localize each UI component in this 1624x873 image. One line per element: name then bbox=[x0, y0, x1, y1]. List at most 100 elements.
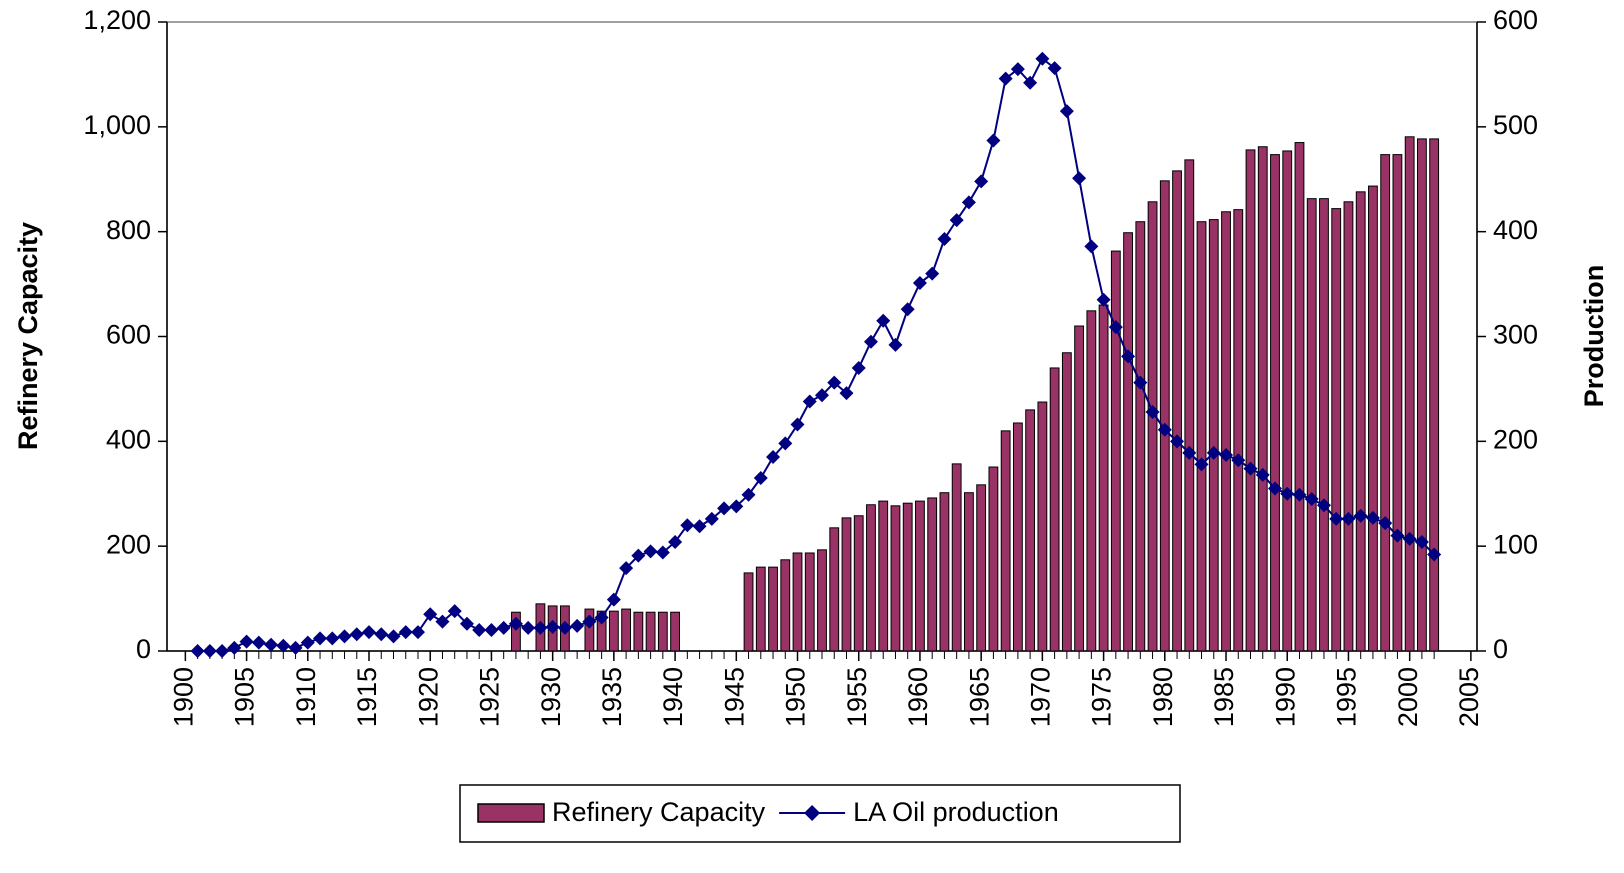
marker bbox=[1390, 528, 1405, 543]
marker bbox=[606, 592, 621, 607]
marker bbox=[398, 625, 413, 640]
marker bbox=[1047, 61, 1062, 76]
bar bbox=[1343, 201, 1354, 652]
marker bbox=[1304, 491, 1319, 506]
bar bbox=[1429, 138, 1440, 652]
marker bbox=[447, 604, 462, 619]
legend-label: LA Oil production bbox=[853, 797, 1059, 827]
marker bbox=[1243, 461, 1258, 476]
marker bbox=[827, 375, 842, 390]
marker bbox=[668, 534, 683, 549]
marker bbox=[1157, 422, 1172, 437]
marker bbox=[1414, 534, 1429, 549]
y2-axis-title: Production bbox=[1579, 265, 1609, 408]
bar bbox=[878, 500, 889, 652]
marker bbox=[961, 195, 976, 210]
y-tick-label: 400 bbox=[106, 424, 151, 454]
bar bbox=[1380, 154, 1391, 652]
marker bbox=[1072, 171, 1087, 186]
marker bbox=[594, 610, 609, 625]
marker bbox=[1170, 434, 1185, 449]
marker bbox=[851, 360, 866, 375]
marker bbox=[1378, 516, 1393, 531]
bar bbox=[1135, 221, 1146, 652]
marker bbox=[1084, 239, 1099, 254]
marker bbox=[1427, 547, 1442, 562]
marker bbox=[264, 637, 279, 652]
marker bbox=[276, 638, 291, 653]
marker bbox=[729, 499, 744, 514]
bar bbox=[1245, 149, 1256, 652]
y-tick-label: 1,000 bbox=[83, 110, 151, 140]
bar bbox=[1147, 201, 1158, 652]
marker bbox=[631, 548, 646, 563]
marker bbox=[986, 133, 1001, 148]
marker bbox=[717, 501, 732, 516]
marker bbox=[790, 417, 805, 432]
marker bbox=[521, 620, 536, 635]
marker bbox=[925, 266, 940, 281]
marker bbox=[582, 614, 597, 629]
x-tick-label: 1945 bbox=[719, 667, 749, 727]
marker bbox=[1402, 531, 1417, 546]
bar bbox=[1404, 136, 1415, 652]
marker bbox=[215, 644, 230, 658]
marker bbox=[888, 337, 903, 352]
marker bbox=[288, 640, 303, 655]
bar bbox=[951, 463, 962, 652]
y2-tick-label: 100 bbox=[1493, 529, 1538, 559]
marker bbox=[655, 545, 670, 560]
marker bbox=[362, 625, 377, 640]
x-tick-label: 2000 bbox=[1393, 667, 1423, 727]
marker bbox=[349, 627, 364, 642]
marker bbox=[459, 616, 474, 631]
bar bbox=[1196, 221, 1207, 652]
bar bbox=[1074, 325, 1085, 652]
marker bbox=[300, 635, 315, 650]
y2-tick-label: 300 bbox=[1493, 320, 1538, 350]
x-tick-label: 1970 bbox=[1025, 667, 1055, 727]
bar bbox=[1110, 250, 1121, 652]
marker bbox=[1023, 75, 1038, 90]
legend-swatch bbox=[477, 803, 545, 823]
marker bbox=[313, 631, 328, 646]
marker bbox=[545, 619, 560, 634]
marker bbox=[643, 544, 658, 559]
bar bbox=[1221, 211, 1231, 652]
bar bbox=[1294, 142, 1305, 652]
x-tick-label: 1985 bbox=[1209, 667, 1239, 727]
marker bbox=[900, 302, 915, 317]
bar bbox=[988, 466, 999, 652]
bar bbox=[915, 500, 925, 652]
marker bbox=[1292, 487, 1307, 502]
x-tick-label: 1950 bbox=[781, 667, 811, 727]
marker bbox=[704, 511, 719, 526]
marker bbox=[410, 625, 425, 640]
marker bbox=[753, 471, 768, 486]
marker bbox=[1267, 481, 1282, 496]
bar bbox=[1098, 304, 1109, 652]
bar bbox=[511, 611, 521, 652]
marker bbox=[1219, 447, 1234, 462]
bar bbox=[1270, 154, 1280, 652]
bar bbox=[633, 611, 644, 652]
marker bbox=[484, 623, 499, 638]
marker bbox=[557, 620, 572, 635]
y-tick-label: 800 bbox=[106, 215, 151, 245]
bar bbox=[890, 505, 901, 652]
y-axis-title: Refinery Capacity bbox=[13, 222, 43, 450]
bar bbox=[1331, 208, 1342, 652]
bar bbox=[1416, 138, 1427, 652]
bar bbox=[657, 611, 668, 652]
marker bbox=[337, 629, 352, 644]
bar bbox=[1368, 185, 1378, 652]
y-tick-label: 200 bbox=[106, 529, 151, 559]
marker bbox=[423, 607, 438, 622]
x-tick-label: 1910 bbox=[291, 667, 321, 727]
marker bbox=[508, 616, 523, 631]
y2-tick-label: 500 bbox=[1493, 110, 1538, 140]
x-tick-label: 1915 bbox=[352, 667, 382, 727]
x-tick-label: 2005 bbox=[1454, 667, 1484, 727]
x-tick-label: 1980 bbox=[1148, 667, 1178, 727]
